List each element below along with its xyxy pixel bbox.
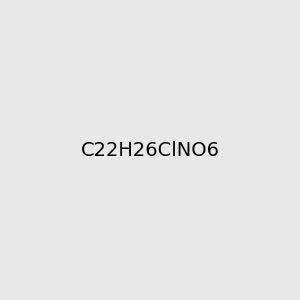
Text: C22H26ClNO6: C22H26ClNO6 <box>80 140 220 160</box>
